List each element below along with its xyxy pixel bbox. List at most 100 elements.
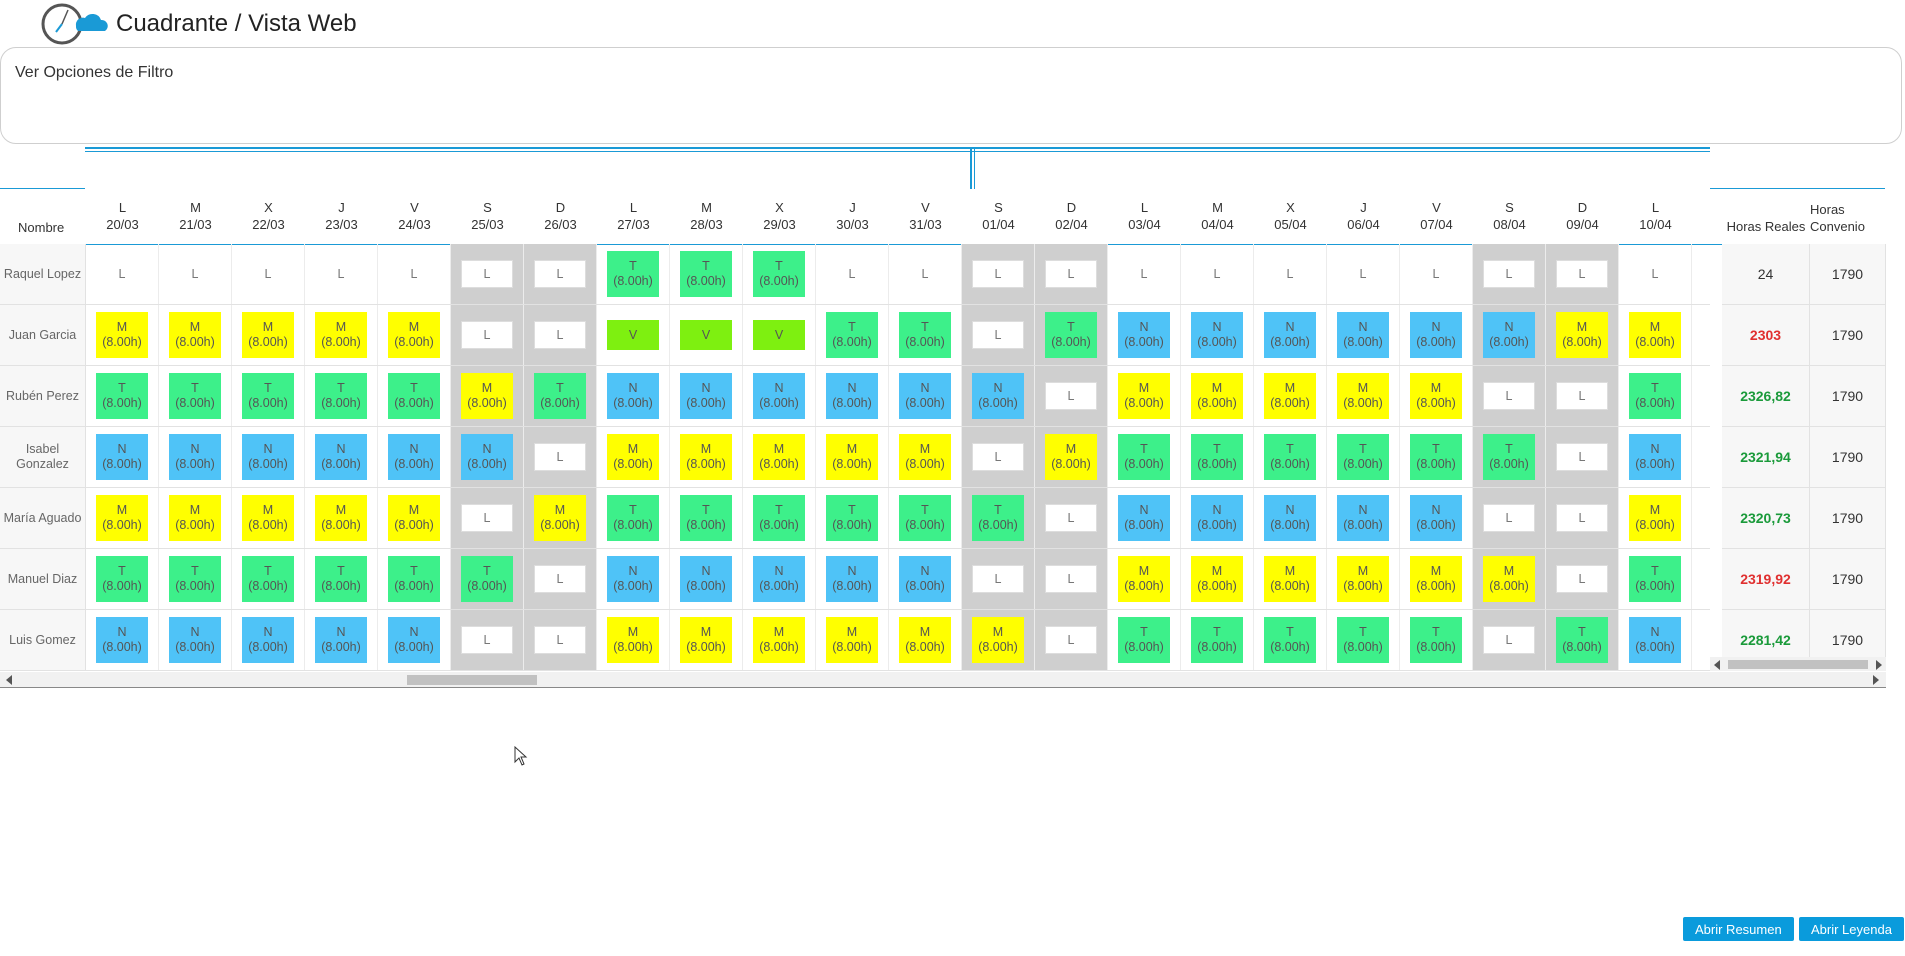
shift-n[interactable]: N (8.00h) bbox=[315, 617, 367, 663]
shift-n[interactable]: N (8.00h) bbox=[1629, 617, 1681, 663]
shift-cell[interactable]: L bbox=[1327, 244, 1400, 304]
splitter-handle[interactable] bbox=[970, 149, 975, 189]
shift-cell[interactable]: M (8.00h) bbox=[889, 610, 962, 670]
shift-cell[interactable]: N (8.00h) bbox=[1327, 305, 1400, 365]
shift-cell[interactable]: T (8.00h) bbox=[1327, 610, 1400, 670]
shift-cell[interactable]: L bbox=[1035, 488, 1108, 548]
shift-cell[interactable]: N (8.00h) bbox=[1400, 488, 1473, 548]
shift-t[interactable]: T (8.00h) bbox=[169, 556, 221, 602]
shift-n[interactable]: N (8.00h) bbox=[607, 556, 659, 602]
shift-cell[interactable]: T (8.00h) bbox=[524, 366, 597, 426]
shift-cell[interactable]: N (8.00h) bbox=[816, 549, 889, 609]
shift-n[interactable]: N (8.00h) bbox=[1191, 495, 1243, 541]
shift-m[interactable]: M (8.00h) bbox=[899, 617, 951, 663]
shift-cell[interactable]: L bbox=[1546, 366, 1619, 426]
shift-n[interactable]: N (8.00h) bbox=[1264, 495, 1316, 541]
shift-m[interactable]: M (8.00h) bbox=[1118, 373, 1170, 419]
shift-cell[interactable]: L bbox=[962, 427, 1035, 487]
shift-cell[interactable]: N (8.00h) bbox=[1181, 305, 1254, 365]
shift-l[interactable]: L bbox=[1045, 260, 1097, 288]
shift-t[interactable]: T (8.00h) bbox=[242, 373, 294, 419]
shift-n[interactable]: N (8.00h) bbox=[753, 373, 805, 419]
shift-v[interactable]: V bbox=[680, 320, 732, 350]
shift-t[interactable]: T (8.00h) bbox=[972, 495, 1024, 541]
shift-l[interactable]: L bbox=[461, 504, 513, 532]
shift-cell[interactable]: L bbox=[816, 244, 889, 304]
shift-cell[interactable]: M (8.00h) bbox=[159, 488, 232, 548]
shift-cell[interactable]: N (8.00h) bbox=[305, 610, 378, 670]
shift-n[interactable]: N (8.00h) bbox=[96, 617, 148, 663]
shift-cell[interactable]: L bbox=[1546, 244, 1619, 304]
shift-m[interactable]: M (8.00h) bbox=[461, 373, 513, 419]
shift-m[interactable]: M (8.00h) bbox=[1629, 495, 1681, 541]
shift-cell[interactable]: M (8.00h) bbox=[1035, 427, 1108, 487]
shift-t[interactable]: T (8.00h) bbox=[534, 373, 586, 419]
shift-l[interactable]: L bbox=[972, 565, 1024, 593]
scroll-left-icon[interactable] bbox=[1714, 660, 1720, 670]
shift-cell[interactable]: N (8.00h) bbox=[1181, 488, 1254, 548]
shift-cell[interactable]: L bbox=[524, 427, 597, 487]
shift-cell[interactable]: M (8.00h) bbox=[305, 488, 378, 548]
shift-t[interactable]: T (8.00h) bbox=[607, 495, 659, 541]
shift-t[interactable]: T (8.00h) bbox=[753, 495, 805, 541]
shift-cell[interactable]: T (8.00h) bbox=[1035, 305, 1108, 365]
shift-m[interactable]: M (8.00h) bbox=[1556, 312, 1608, 358]
shift-cell[interactable]: N (8.00h) bbox=[159, 427, 232, 487]
shift-l[interactable]: L bbox=[461, 260, 513, 288]
shift-cell[interactable]: T (8.00h) bbox=[1473, 427, 1546, 487]
shift-m[interactable]: M (8.00h) bbox=[607, 434, 659, 480]
shift-cell[interactable]: L bbox=[451, 610, 524, 670]
shift-l[interactable]: L bbox=[1556, 260, 1608, 288]
shift-cell[interactable]: M (8.00h) bbox=[1181, 549, 1254, 609]
shift-cell[interactable]: L bbox=[1035, 366, 1108, 426]
shift-cell[interactable]: T (8.00h) bbox=[1108, 427, 1181, 487]
shift-l[interactable]: L bbox=[242, 260, 294, 288]
shift-l[interactable]: L bbox=[1410, 260, 1462, 288]
shift-l[interactable]: L bbox=[1045, 626, 1097, 654]
shift-cell[interactable]: N (8.00h) bbox=[597, 366, 670, 426]
shift-cell[interactable]: L bbox=[1400, 244, 1473, 304]
shift-cell[interactable]: M (8.00h) bbox=[962, 610, 1035, 670]
shift-t[interactable]: T (8.00h) bbox=[1118, 617, 1170, 663]
shift-cell[interactable]: M (8.00h) bbox=[1400, 366, 1473, 426]
shift-m[interactable]: M (8.00h) bbox=[1118, 556, 1170, 602]
shift-cell[interactable]: M (8.00h) bbox=[597, 610, 670, 670]
shift-m[interactable]: M (8.00h) bbox=[1483, 556, 1535, 602]
shift-cell[interactable]: T (8.00h) bbox=[86, 549, 159, 609]
scrollbar-thumb[interactable] bbox=[407, 675, 537, 685]
shift-l[interactable]: L bbox=[1483, 504, 1535, 532]
shift-n[interactable]: N (8.00h) bbox=[899, 556, 951, 602]
shift-t[interactable]: T (8.00h) bbox=[1556, 617, 1608, 663]
shift-m[interactable]: M (8.00h) bbox=[169, 495, 221, 541]
shift-cell[interactable]: L bbox=[524, 549, 597, 609]
shift-cell[interactable]: T (8.00h) bbox=[305, 366, 378, 426]
shift-l[interactable]: L bbox=[461, 626, 513, 654]
shift-cell[interactable]: T (8.00h) bbox=[743, 488, 816, 548]
shift-cell[interactable]: M (8.00h) bbox=[378, 305, 451, 365]
shift-l[interactable]: L bbox=[534, 626, 586, 654]
shift-m[interactable]: M (8.00h) bbox=[1045, 434, 1097, 480]
shift-m[interactable]: M (8.00h) bbox=[972, 617, 1024, 663]
shift-l[interactable]: L bbox=[1045, 382, 1097, 410]
shift-cell[interactable]: V bbox=[597, 305, 670, 365]
shift-cell[interactable]: N (8.00h) bbox=[1108, 488, 1181, 548]
shift-cell[interactable]: M (8.00h) bbox=[670, 610, 743, 670]
shift-m[interactable]: M (8.00h) bbox=[680, 434, 732, 480]
shift-l[interactable]: L bbox=[1556, 443, 1608, 471]
shift-n[interactable]: N (8.00h) bbox=[461, 434, 513, 480]
shift-m[interactable]: M (8.00h) bbox=[1264, 556, 1316, 602]
shift-cell[interactable]: T (8.00h) bbox=[670, 244, 743, 304]
shift-n[interactable]: N (8.00h) bbox=[1410, 495, 1462, 541]
shift-n[interactable]: N (8.00h) bbox=[826, 556, 878, 602]
shift-n[interactable]: N (8.00h) bbox=[972, 373, 1024, 419]
shift-cell[interactable]: L bbox=[524, 610, 597, 670]
shift-cell[interactable]: N (8.00h) bbox=[378, 427, 451, 487]
shift-cell[interactable]: N (8.00h) bbox=[1327, 488, 1400, 548]
shift-cell[interactable]: L bbox=[1473, 488, 1546, 548]
shift-cell[interactable]: M (8.00h) bbox=[305, 305, 378, 365]
shift-t[interactable]: T (8.00h) bbox=[1264, 434, 1316, 480]
shift-t[interactable]: T (8.00h) bbox=[388, 556, 440, 602]
shift-m[interactable]: M (8.00h) bbox=[169, 312, 221, 358]
shift-n[interactable]: N (8.00h) bbox=[242, 617, 294, 663]
shift-cell[interactable]: L bbox=[1473, 244, 1546, 304]
